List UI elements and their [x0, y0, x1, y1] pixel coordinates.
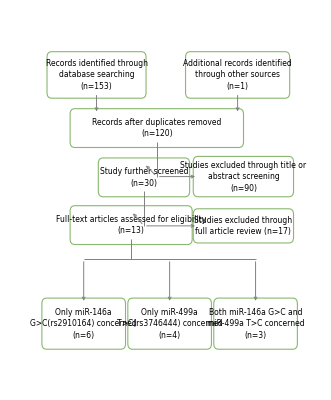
FancyBboxPatch shape: [47, 52, 146, 98]
Text: Studies excluded through title or
abstract screening
(n=90): Studies excluded through title or abstra…: [180, 161, 307, 192]
Text: Records identified through
database searching
(n=153): Records identified through database sear…: [46, 59, 148, 91]
Text: Only miR-499a
T>C(rs3746444) concerned
(n=4): Only miR-499a T>C(rs3746444) concerned (…: [117, 308, 222, 340]
Text: Additional records identified
through other sources
(n=1): Additional records identified through ot…: [183, 59, 292, 91]
FancyBboxPatch shape: [98, 158, 190, 197]
FancyBboxPatch shape: [70, 109, 244, 148]
Text: Studies excluded through
full article review (n=17): Studies excluded through full article re…: [194, 216, 293, 236]
Text: Full-text articles assessed for eligibility
(n=13): Full-text articles assessed for eligibil…: [56, 215, 206, 235]
Text: Both miR-146a G>C and
miR-499a T>C concerned
(n=3): Both miR-146a G>C and miR-499a T>C conce…: [207, 308, 305, 340]
FancyBboxPatch shape: [42, 298, 125, 349]
Text: Records after duplicates removed
(n=120): Records after duplicates removed (n=120): [92, 118, 221, 138]
Text: Only miR-146a
G>C(rs2910164) concerned
(n=6): Only miR-146a G>C(rs2910164) concerned (…: [30, 308, 137, 340]
FancyBboxPatch shape: [214, 298, 297, 349]
FancyBboxPatch shape: [70, 206, 192, 244]
FancyBboxPatch shape: [128, 298, 212, 349]
FancyBboxPatch shape: [193, 209, 294, 243]
FancyBboxPatch shape: [193, 156, 294, 197]
Text: Study further screened
(n=30): Study further screened (n=30): [100, 167, 188, 188]
FancyBboxPatch shape: [186, 52, 290, 98]
